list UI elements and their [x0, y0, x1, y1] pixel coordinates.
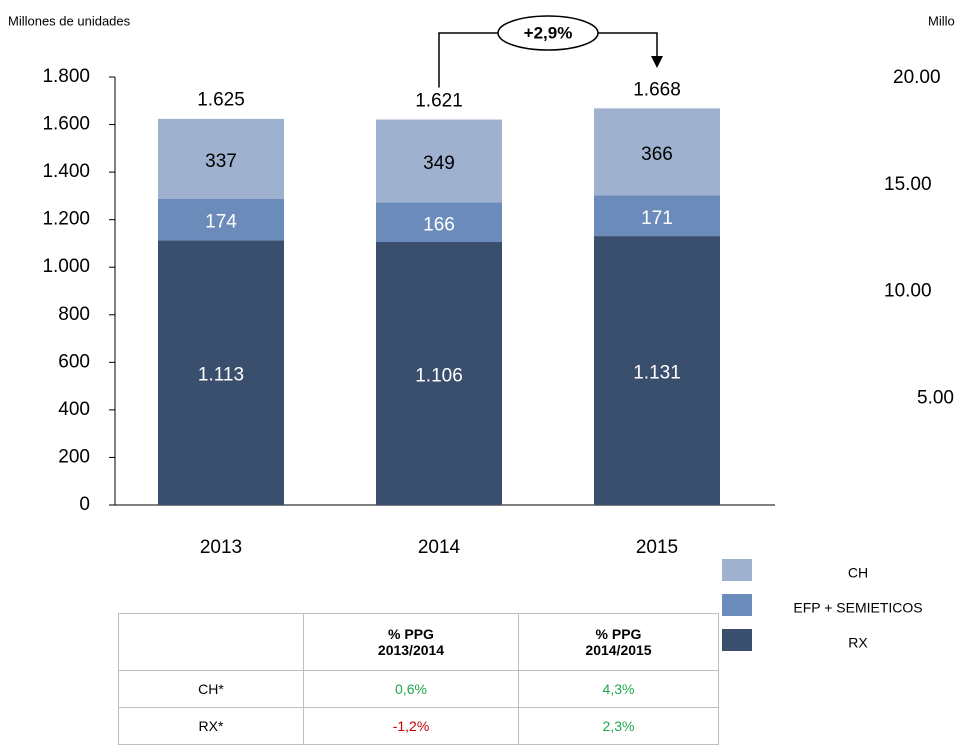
annotation-oval	[497, 15, 599, 51]
y-axis-label: Millo	[928, 13, 955, 28]
growth-table: % PPG 2013/2014 % PPG 2014/2015 CH* 0,6% 4,3…	[118, 613, 719, 745]
x-tick-label: 2015	[636, 537, 678, 558]
y-tick-label: 15.00	[884, 174, 932, 195]
table-cell: RX*	[118, 707, 304, 745]
segment-label: 337	[205, 151, 237, 172]
bar-segment	[376, 119, 502, 203]
header-text: 2014/2015	[585, 642, 652, 658]
y-tick-label: 1.000	[42, 256, 90, 277]
legend-label: RX	[848, 635, 868, 651]
header-text: 2013/2014	[377, 642, 445, 658]
y-tick-label: 1.800	[42, 66, 90, 87]
y-tick-label: 400	[58, 399, 90, 420]
y-axis-label: Millones de unidades	[8, 13, 131, 28]
annotation-arrow	[651, 56, 663, 68]
bar-segment	[158, 118, 284, 199]
segment-label: 1.113	[198, 365, 244, 386]
y-tick-label: 10.00	[884, 281, 932, 302]
table-row: CH* 0,6% 4,3%	[118, 670, 719, 708]
y-tick-label: 1.600	[42, 114, 90, 135]
x-tick-label: 2013	[200, 537, 242, 558]
header-cell: % PPG 2013/2014	[303, 613, 519, 671]
y-tick-label: 1.200	[42, 209, 90, 230]
table-cell: 4,3%	[518, 670, 719, 708]
bar-segment	[594, 195, 720, 237]
bar-segment	[158, 198, 284, 241]
y-tick-label: 800	[58, 304, 90, 325]
x-tick-label: 2014	[418, 537, 461, 558]
annotation-text: +2,9%	[524, 23, 573, 42]
header-cell	[118, 613, 304, 671]
header-cell: % PPG 2014/2015	[518, 613, 719, 671]
legend-label: CH	[848, 565, 868, 581]
y-tick-label: 1.400	[42, 161, 90, 182]
y-tick-label: 0	[79, 494, 90, 515]
table-cell: 2,3%	[518, 707, 719, 745]
legend-swatch	[722, 629, 752, 651]
segment-label: 171	[641, 208, 673, 229]
total-label: 1.625	[197, 90, 245, 111]
segment-label: 174	[205, 212, 237, 233]
segment-label: 1.131	[633, 363, 681, 384]
bar-segment	[158, 240, 284, 505]
legend-swatch	[722, 594, 752, 616]
y-tick-label: 200	[58, 446, 90, 467]
segment-label: 366	[641, 144, 673, 165]
legend-label: EFP + SEMIETICOS	[793, 600, 922, 616]
table-row: RX* -1,2% 2,3%	[118, 707, 719, 745]
bar-segment	[594, 108, 720, 196]
table-cell: 0,6%	[303, 670, 519, 708]
segment-label: 1.106	[415, 366, 463, 387]
bar-segment	[594, 236, 720, 505]
table-header: % PPG 2013/2014 % PPG 2014/2015	[118, 613, 719, 671]
y-tick-label: 5.00	[917, 387, 954, 408]
total-label: 1.668	[633, 79, 681, 100]
header-text: % PPG	[388, 626, 434, 642]
table-cell: -1,2%	[303, 707, 519, 745]
legend-swatch	[722, 559, 752, 581]
segment-label: 166	[423, 214, 455, 235]
y-tick-label: 600	[58, 351, 90, 372]
bar-segment	[376, 202, 502, 243]
table-cell: CH*	[118, 670, 304, 708]
segment-label: 349	[423, 153, 455, 174]
bar-segment	[376, 242, 502, 506]
header-text: % PPG	[595, 626, 642, 642]
y-tick-label: 20.00	[893, 67, 941, 88]
total-label: 1.621	[415, 91, 463, 112]
